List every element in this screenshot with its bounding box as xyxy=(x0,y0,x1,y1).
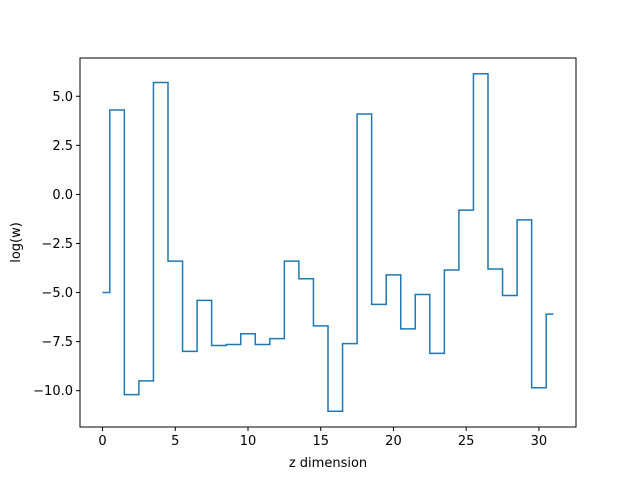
y-tick-label: −10.0 xyxy=(33,384,73,399)
series-layer xyxy=(102,72,554,413)
y-tick-label: −7.5 xyxy=(41,335,73,350)
y-tick-label: 2.5 xyxy=(52,139,73,154)
x-axis-label: z dimension xyxy=(289,456,367,471)
y-axis-label: log(w) xyxy=(9,222,24,263)
y-tick-label: −2.5 xyxy=(41,237,73,252)
x-tick-label: 30 xyxy=(531,434,548,449)
x-tick-label: 0 xyxy=(98,434,106,449)
x-tick-label: 10 xyxy=(240,434,257,449)
x-tick-label: 5 xyxy=(171,434,179,449)
x-axis-ticks: 0 5 10 15 20 25 30 xyxy=(98,427,547,449)
y-tick-label: −5.0 xyxy=(41,286,73,301)
y-axis-ticks: −10.0 −7.5 −5.0 −2.5 0.0 2.5 5.0 xyxy=(33,90,80,399)
x-tick-label: 15 xyxy=(312,434,329,449)
x-tick-label: 25 xyxy=(458,434,475,449)
y-tick-label: 0.0 xyxy=(52,188,73,203)
x-tick-label: 20 xyxy=(385,434,402,449)
plot-frame xyxy=(79,57,577,428)
series-line-0 xyxy=(102,72,554,413)
y-tick-label: 5.0 xyxy=(52,90,73,105)
